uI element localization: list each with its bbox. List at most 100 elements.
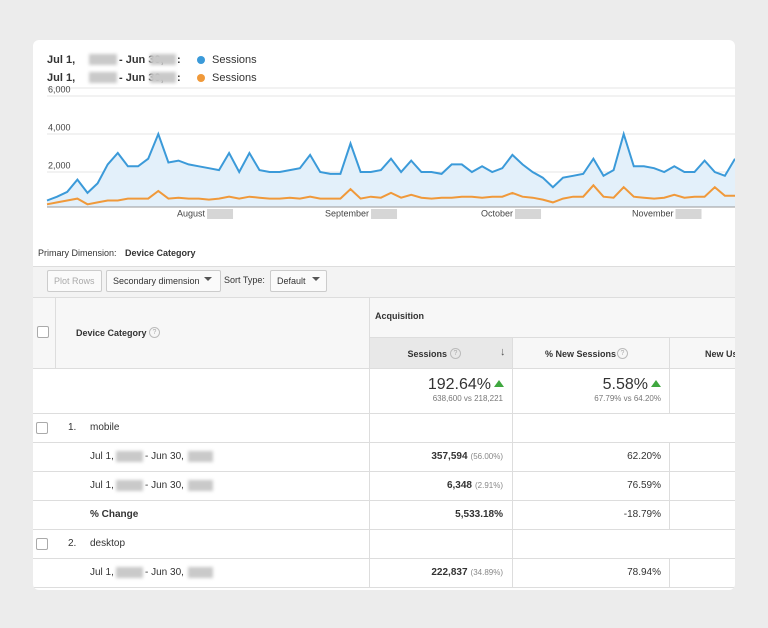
blurred-text (116, 567, 143, 578)
help-icon: ? (149, 327, 160, 338)
sessions-value: 222,837 (431, 567, 468, 578)
row-date-to: - Jun 30, (145, 480, 184, 491)
row-date-to: - Jun 30, (145, 567, 184, 578)
row-border (33, 297, 735, 298)
row-name: mobile (90, 422, 120, 433)
month-label: August (177, 208, 206, 218)
row-date-from: Jul 1, (90, 567, 114, 578)
help-icon: ? (450, 348, 461, 359)
primary-dimension-value: Device Category (125, 248, 196, 258)
column-border (669, 337, 670, 413)
column-header[interactable]: New Us (705, 349, 735, 359)
row-border (33, 500, 735, 501)
primary-dimension-label: Primary Dimension: (38, 248, 117, 258)
column-border (369, 558, 370, 587)
column-border (669, 442, 670, 471)
row-checkbox[interactable] (36, 422, 48, 434)
row-border (33, 558, 735, 559)
secondary-dimension-dropdown[interactable]: Secondary dimension (106, 270, 221, 292)
column-border (369, 529, 370, 558)
up-arrow (494, 380, 504, 387)
blurred-text (188, 451, 213, 462)
blurred-text (150, 54, 176, 65)
new-users-value: 2 (734, 451, 735, 462)
legend-colon: : (177, 54, 181, 66)
column-border (512, 471, 513, 500)
sort-type-label: Sort Type: (224, 275, 265, 285)
row-border (33, 442, 735, 443)
new-sessions-value: 78.94% (627, 567, 661, 578)
new-sessions-value: 62.20% (627, 451, 661, 462)
blurred-year (515, 209, 542, 219)
dropdown-caret (204, 277, 212, 285)
dropdown-caret (312, 277, 320, 285)
row-index: 1. (68, 422, 77, 433)
legend-dot (197, 74, 205, 82)
new-sessions-value: -18.79% (623, 509, 661, 520)
group-header: Acquisition (375, 311, 424, 321)
up-arrow (651, 380, 661, 387)
sort-type-dropdown[interactable]: Default (270, 270, 327, 292)
column-border (55, 297, 56, 368)
row-border (33, 413, 735, 414)
row-border (369, 337, 735, 338)
sessions-cell: 357,594 (56.00%) (431, 451, 503, 462)
help-icon: ? (617, 348, 628, 359)
sort-arrow: ↓ (500, 346, 506, 358)
total-detail: 67.79% vs 64.20% (594, 394, 661, 403)
column-header: Device Category (76, 328, 147, 338)
report-card: 2,000 4,000 6,000 August September October Nov… (33, 40, 735, 590)
chart: 2,000 4,000 6,000 August September October Nov… (46, 84, 735, 219)
column-header[interactable]: Sessions (407, 349, 447, 359)
row-date-from: Jul 1, (90, 480, 114, 491)
blurred-text (116, 451, 143, 462)
blurred-year (371, 209, 398, 219)
row-name: desktop (90, 538, 126, 549)
plot-rows-button[interactable]: Plot Rows (47, 270, 102, 292)
sessions-share: (34.89%) (470, 568, 503, 577)
row-date-from: Jul 1, (90, 451, 114, 462)
line (46, 183, 735, 206)
column-border (512, 337, 513, 413)
total-value: 5.58% (602, 376, 648, 393)
column-border (369, 471, 370, 500)
column-header[interactable]: % New Sessions (545, 349, 617, 359)
row-checkbox[interactable] (37, 326, 49, 338)
legend-dot (197, 56, 205, 64)
column-border (669, 558, 670, 587)
blurred-text (89, 54, 117, 65)
legend-label: Sessions (212, 54, 257, 66)
new-users-value: 1 (734, 567, 735, 578)
blurred-year (207, 209, 234, 219)
row-index: 2. (68, 538, 77, 549)
month-label: October (481, 208, 513, 218)
blurred-text (188, 567, 213, 578)
line (46, 130, 735, 202)
sessions-header-background (369, 337, 512, 368)
legend-label: Sessions (212, 72, 257, 84)
sessions-cell: 6,348 (2.91%) (447, 480, 503, 491)
column-border (512, 529, 513, 558)
column-border (669, 471, 670, 500)
total-detail: 638,600 vs 218,221 (432, 394, 503, 403)
blurred-text (89, 72, 117, 83)
area (47, 134, 735, 207)
column-border (512, 500, 513, 529)
sessions-value: 357,594 (431, 451, 468, 462)
row-checkbox[interactable] (36, 538, 48, 550)
row-border (33, 587, 735, 588)
month-label: September (325, 208, 369, 218)
row-date-to: - Jun 30, (145, 451, 184, 462)
y-tick-label: 2,000 (48, 160, 71, 170)
row-border (33, 529, 735, 530)
row-border (33, 471, 735, 472)
column-border (369, 413, 370, 442)
sessions-value: 6,348 (446, 480, 472, 491)
total-value: 192.64% (427, 376, 491, 393)
blurred-year (675, 209, 702, 219)
sessions-value: 5,533.18% (455, 509, 503, 520)
legend-colon: : (177, 72, 181, 84)
column-border (512, 558, 513, 587)
row-label: % Change (90, 509, 139, 520)
